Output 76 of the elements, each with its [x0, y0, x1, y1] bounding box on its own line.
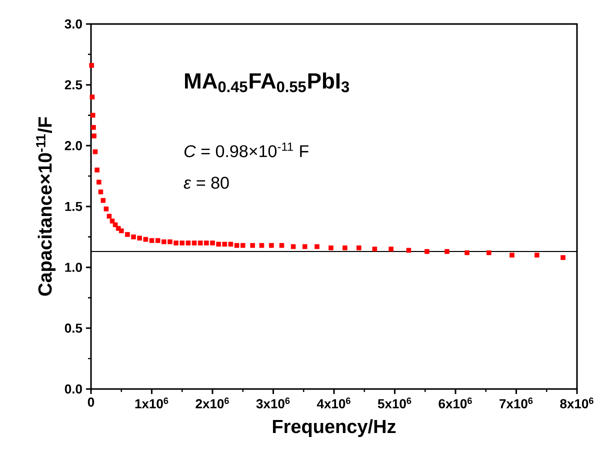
point [328, 245, 334, 250]
point [98, 189, 104, 194]
point [125, 232, 130, 237]
y-tick-label: 3.0 [64, 19, 82, 29]
point [372, 246, 378, 252]
point [100, 198, 106, 203]
x-tick-label: 3x10$^{6}$ [256, 398, 290, 408]
point [104, 206, 109, 212]
x-axis-title: Frequency/Hz [272, 419, 396, 437]
point [240, 243, 246, 248]
point [234, 243, 240, 248]
x-tick-label: 0 [88, 398, 94, 407]
point [118, 228, 124, 234]
y-tick-label: 2.0 [64, 141, 82, 150]
point [204, 240, 209, 246]
point [560, 255, 566, 260]
point [406, 248, 412, 253]
point [90, 112, 96, 118]
point [91, 125, 96, 130]
y-tick-label: 1.0 [65, 262, 82, 272]
point [131, 234, 136, 240]
point [92, 149, 98, 154]
point [162, 239, 166, 244]
point [424, 249, 430, 254]
point [314, 244, 320, 250]
point [464, 250, 470, 256]
point [259, 243, 264, 248]
y-tick-label: 0.5 [64, 324, 82, 333]
y-tick-label: 2.5 [64, 80, 82, 90]
point [198, 240, 203, 246]
point [534, 252, 540, 258]
point [302, 244, 308, 250]
point [222, 242, 228, 247]
annotation: ε = 80 [184, 176, 229, 189]
point [486, 250, 492, 256]
x-tick-label: 2x10$^{6}$ [196, 398, 229, 408]
point [186, 240, 191, 246]
point [210, 240, 215, 246]
point [155, 238, 160, 243]
y-axis-title: Capacitance×10$^{-11}$/F [36, 117, 56, 296]
x-tick-label: 8x10$^{6}$ [560, 398, 594, 408]
annotation: C = 0.98×10$^{-11}$ F [184, 142, 308, 158]
point [112, 222, 118, 228]
point [106, 214, 112, 219]
point [356, 245, 362, 250]
point [149, 238, 154, 243]
point [143, 236, 148, 242]
point [180, 240, 185, 246]
x-tick-label: 1x10$^{6}$ [135, 398, 168, 408]
point [192, 240, 197, 246]
point [228, 242, 234, 247]
annotation: MA$_{0.45}$FA$_{0.55}$PbI$_{3}$ [185, 72, 350, 92]
point [94, 168, 100, 172]
y-tick-label: 0.0 [64, 384, 82, 394]
x-tick-label: 6x10$^{6}$ [438, 398, 472, 408]
point [92, 134, 96, 138]
point [290, 244, 296, 250]
point [137, 236, 142, 241]
point [510, 252, 514, 258]
x-tick-label: 7x10$^{6}$ [500, 398, 533, 408]
point [342, 245, 348, 250]
point [269, 243, 274, 248]
point [250, 243, 255, 248]
point [388, 246, 394, 252]
x-tick-label: 4x10$^{6}$ [316, 398, 350, 408]
x-tick-label: 5x10$^{6}$ [378, 398, 412, 408]
point [174, 240, 178, 246]
point [110, 218, 115, 224]
y-tick-label: 1.5 [65, 202, 82, 212]
point [96, 180, 102, 185]
point [89, 62, 94, 68]
point [279, 243, 284, 248]
point [216, 242, 221, 247]
point [168, 239, 172, 244]
point [90, 94, 95, 100]
point [444, 249, 450, 254]
